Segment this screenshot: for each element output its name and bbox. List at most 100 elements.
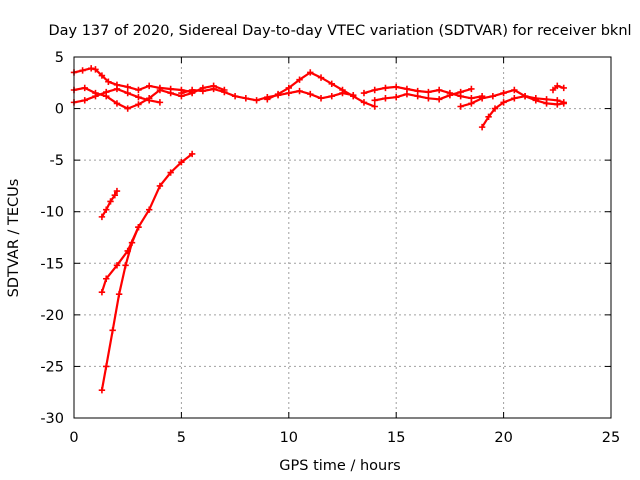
series-arc-1	[70, 65, 196, 96]
data-point	[403, 90, 411, 98]
data-point	[115, 291, 123, 298]
data-point	[382, 84, 389, 92]
y-tick-label: 5	[55, 50, 64, 66]
data-point	[307, 69, 314, 76]
data-point	[98, 386, 106, 394]
chart-title: Day 137 of 2020, Sidereal Day-to-day VTE…	[48, 23, 631, 39]
data-point	[98, 72, 106, 79]
data-point	[167, 169, 174, 176]
data-point	[87, 65, 95, 72]
data-point	[457, 103, 464, 110]
grid	[74, 57, 611, 418]
data-point	[511, 95, 518, 102]
data-point	[156, 99, 164, 106]
series-trace	[481, 95, 565, 129]
series-arc-6	[360, 83, 486, 102]
y-tick-label: -25	[40, 359, 64, 375]
data-point	[435, 96, 443, 103]
data-point	[145, 97, 153, 104]
data-point	[317, 95, 325, 102]
data-point	[328, 80, 335, 88]
data-point	[543, 96, 550, 103]
series-arc-12	[98, 223, 142, 394]
data-point	[328, 92, 335, 100]
data-point	[350, 92, 357, 100]
data-point	[145, 82, 153, 90]
data-point	[500, 99, 507, 106]
data-point	[105, 78, 112, 85]
data-point	[489, 92, 497, 100]
data-point	[122, 262, 129, 269]
data-point	[491, 105, 499, 112]
data-point	[113, 187, 121, 195]
data-point	[156, 182, 164, 190]
data-point	[554, 82, 561, 90]
data-point	[425, 88, 432, 96]
data-point	[221, 88, 228, 96]
data-point	[199, 87, 207, 95]
y-tick-label: -10	[40, 205, 64, 221]
data-point	[274, 90, 282, 98]
data-point	[457, 88, 464, 96]
data-point	[113, 85, 121, 93]
data-point	[371, 97, 378, 104]
data-point	[156, 86, 164, 94]
data-point	[92, 92, 99, 100]
x-tick-label: 5	[177, 430, 186, 446]
data-point	[107, 198, 114, 205]
y-axis-label: SDTVAR / TECUs	[6, 179, 22, 298]
data-point	[124, 83, 131, 91]
data-point	[425, 95, 432, 102]
data-point	[103, 88, 110, 96]
data-point	[135, 223, 142, 231]
x-tick-label: 20	[494, 430, 512, 446]
series-arc-7	[371, 85, 475, 104]
data-point	[92, 66, 99, 73]
data-point	[511, 86, 518, 94]
data-point	[113, 262, 121, 269]
data-point	[371, 86, 378, 94]
data-point	[446, 91, 454, 99]
y-tick-label: -30	[40, 411, 64, 427]
series-trace	[72, 67, 194, 94]
data-point	[103, 363, 110, 370]
tick-layer: 0 5 10 15 20 25 5 0 -5 -10 -15 -20 -25 -30	[40, 50, 620, 446]
data-point	[382, 95, 389, 102]
data-point	[103, 206, 110, 213]
data-point	[124, 105, 131, 112]
data-point	[145, 206, 153, 213]
data-point	[103, 275, 110, 282]
data-point	[360, 89, 368, 97]
data-point	[253, 97, 260, 104]
data-point	[339, 86, 346, 94]
data-point	[393, 94, 400, 101]
y-tick-label: 0	[55, 102, 64, 118]
data-point	[135, 101, 142, 108]
data-point	[167, 89, 174, 97]
series-trace	[373, 87, 473, 102]
x-axis-label: GPS time / hours	[279, 458, 400, 474]
data-point	[549, 86, 557, 94]
data-point	[178, 159, 185, 166]
data-point	[478, 123, 486, 131]
series-arc-11	[98, 150, 196, 296]
data-point	[231, 92, 239, 100]
series-layer	[70, 65, 567, 394]
data-point	[81, 84, 88, 92]
data-point	[500, 89, 507, 97]
data-point	[307, 90, 314, 98]
data-point	[485, 113, 492, 121]
data-point	[79, 67, 86, 74]
data-point	[242, 95, 250, 102]
data-point	[188, 150, 196, 158]
data-point	[532, 95, 540, 102]
series-arc-3	[70, 85, 164, 106]
data-point	[135, 94, 142, 101]
data-point	[285, 84, 292, 92]
data-point	[478, 95, 486, 102]
series-arc-13	[98, 187, 121, 221]
series-arc-5	[264, 69, 378, 110]
data-point	[188, 86, 196, 94]
